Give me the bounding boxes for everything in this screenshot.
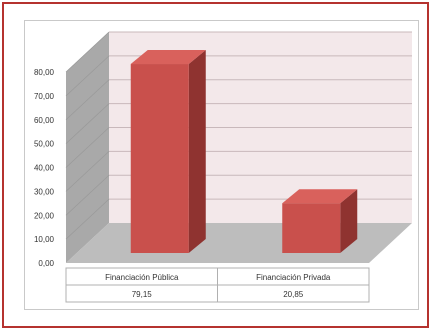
y-tick-label: 50,00 <box>34 140 55 149</box>
side-gridline <box>65 127 110 168</box>
side-gridline <box>65 174 110 216</box>
data-label: 20,85 <box>283 290 304 299</box>
category-label: Financiación Privada <box>256 273 331 282</box>
side-gridline <box>65 103 110 144</box>
y-tick-label: 60,00 <box>34 116 55 125</box>
side-gridline <box>65 79 110 121</box>
data-label: 79,15 <box>132 290 153 299</box>
bar-top <box>282 189 358 204</box>
bar-side <box>340 189 358 253</box>
bar-top <box>130 50 206 65</box>
y-tick-label: 20,00 <box>34 211 55 220</box>
bar-side <box>188 50 206 253</box>
side-gridline <box>65 31 110 73</box>
y-tick-label: 70,00 <box>34 92 55 101</box>
y-tick-label: 10,00 <box>34 235 55 244</box>
floor <box>66 223 412 263</box>
bar <box>282 203 341 253</box>
side-gridline <box>65 198 110 240</box>
y-tick-label: 0,00 <box>38 259 54 268</box>
y-tick-label: 80,00 <box>34 68 55 77</box>
y-tick-label: 40,00 <box>34 164 55 173</box>
bar <box>130 64 189 253</box>
y-tick-label: 30,00 <box>34 187 55 196</box>
side-gridline <box>65 151 110 192</box>
side-gridline <box>65 55 110 97</box>
category-label: Financiación Pública <box>105 273 179 282</box>
